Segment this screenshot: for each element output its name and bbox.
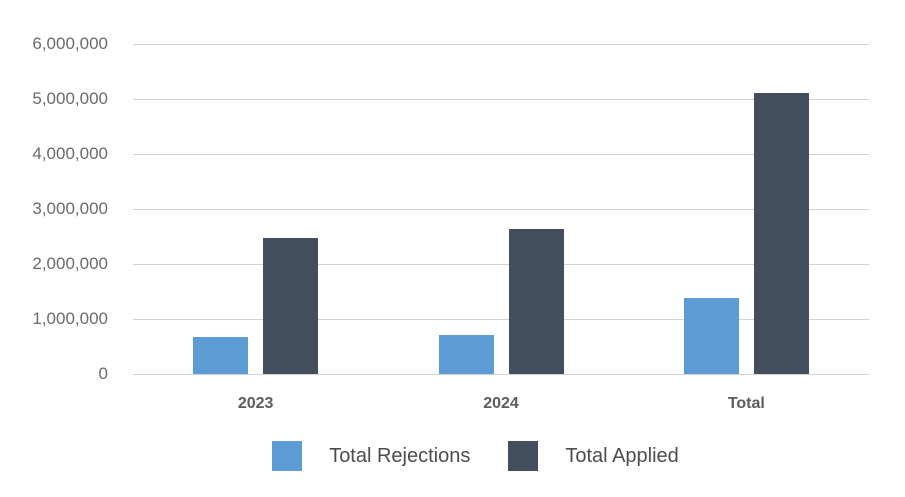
gridline-0 [133, 374, 869, 375]
y-tick-label: 5,000,000 [32, 89, 108, 108]
legend-item-total-rejections: Total Rejections [272, 441, 470, 471]
bar-total-rejections-2023 [193, 337, 249, 374]
gridline-5-000-000 [133, 99, 869, 100]
y-tick-label: 0 [98, 364, 108, 383]
y-tick-label: 3,000,000 [32, 199, 108, 218]
y-tick-label: 1,000,000 [32, 309, 108, 328]
legend-label: Total Rejections [329, 444, 471, 467]
gridline-4-000-000 [133, 154, 869, 155]
legend-item-total-applied: Total Applied [508, 441, 679, 471]
bar-total-rejections-total [683, 298, 739, 374]
bar-total-rejections-2024 [438, 334, 494, 374]
x-tick-label-2023: 2023 [237, 395, 274, 412]
gridline-2-000-000 [133, 264, 869, 265]
legend-label: Total Applied [565, 444, 679, 467]
bar-total-applied-total [753, 92, 809, 374]
y-tick-label: 6,000,000 [32, 34, 108, 53]
y-tick-label: 2,000,000 [32, 254, 108, 273]
y-tick-label: 4,000,000 [32, 144, 108, 163]
gridline-6-000-000 [133, 44, 869, 45]
gridline-3-000-000 [133, 209, 869, 210]
chart-legend: Total Rejections Total Applied [0, 441, 905, 471]
legend-swatch-total-applied [508, 441, 539, 471]
x-tick-label-2024: 2024 [483, 395, 519, 412]
legend-swatch-total-rejections [272, 441, 303, 471]
x-tick-label-total: Total [727, 395, 765, 412]
bar-total-applied-2023 [263, 238, 319, 374]
gridline-1-000-000 [133, 319, 869, 320]
bar-total-applied-2024 [508, 228, 564, 374]
